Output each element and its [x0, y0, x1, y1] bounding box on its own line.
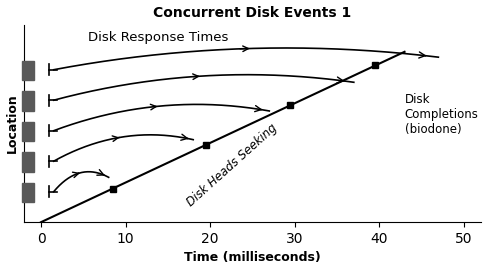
Y-axis label: Location: Location [5, 94, 18, 153]
Text: Disk
Completions
(biodone): Disk Completions (biodone) [405, 93, 479, 136]
Bar [21, 91, 34, 111]
X-axis label: Time (milliseconds): Time (milliseconds) [184, 251, 321, 264]
Bar [21, 183, 34, 202]
Bar [21, 152, 34, 172]
Bar [21, 122, 34, 141]
Bar [21, 61, 34, 80]
Title: Concurrent Disk Events 1: Concurrent Disk Events 1 [153, 6, 352, 19]
Text: Disk Response Times: Disk Response Times [87, 31, 228, 44]
Text: Disk Heads Seeking: Disk Heads Seeking [185, 121, 280, 209]
